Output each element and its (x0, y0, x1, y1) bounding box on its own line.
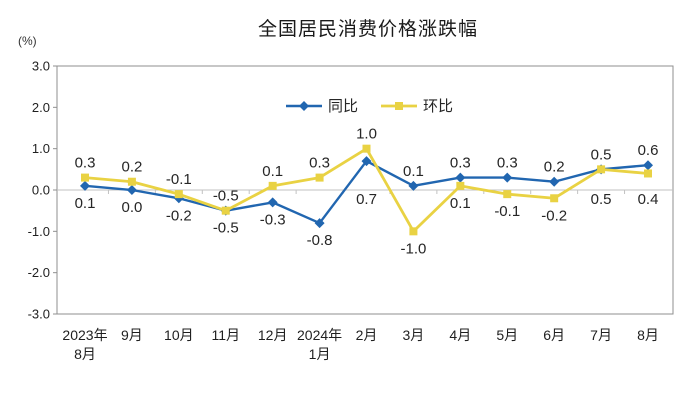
data-point-marker (597, 165, 606, 174)
data-label: 0.5 (591, 191, 612, 208)
data-label: -0.2 (541, 207, 567, 224)
data-label: 0.1 (403, 163, 424, 180)
x-axis-label: 11月 (211, 327, 240, 343)
y-axis-tick-label: -3.0 (28, 307, 50, 322)
data-point-marker (455, 172, 466, 183)
x-axis-label: 12月 (258, 327, 288, 343)
data-label: -0.2 (166, 207, 192, 224)
data-label: 0.0 (121, 199, 142, 216)
data-label: 0.1 (75, 195, 96, 212)
data-label: -0.8 (307, 232, 333, 249)
data-point-marker (81, 173, 89, 182)
x-axis-label: 8月 (74, 346, 96, 362)
data-point-marker (409, 227, 418, 236)
chart-title: 全国居民消费价格涨跌幅 (257, 19, 478, 40)
data-point-marker (221, 206, 230, 215)
data-point-marker (503, 190, 512, 199)
data-label: 0.1 (450, 195, 471, 212)
data-label: 0.4 (638, 191, 659, 208)
data-label: -0.1 (494, 203, 520, 220)
legend-item-huanbi: 环比 (380, 95, 453, 116)
data-label: -0.3 (260, 211, 286, 228)
data-label: -0.5 (213, 188, 239, 205)
y-axis-tick-label: 1.0 (32, 141, 50, 156)
y-axis-tick-label: -1.0 (28, 224, 50, 239)
data-point-marker (408, 180, 419, 191)
y-axis-tick-label: 3.0 (32, 59, 50, 74)
data-point-marker (314, 218, 325, 229)
legend-marker-huanbi-icon (381, 101, 418, 110)
data-point-marker (267, 197, 278, 208)
x-axis-label: 5月 (496, 327, 518, 343)
x-axis-label: 9月 (121, 327, 143, 343)
data-label: 0.5 (591, 146, 612, 163)
x-axis-label: 8月 (637, 327, 659, 343)
data-label: 0.3 (450, 155, 471, 172)
data-point-marker (643, 160, 653, 171)
data-label: 0.3 (309, 155, 330, 172)
data-label: 0.7 (356, 191, 377, 208)
x-axis-label: 2月 (356, 327, 378, 343)
x-axis-label: 6月 (543, 327, 565, 343)
x-axis-label: 3月 (403, 327, 425, 343)
data-point-marker (502, 172, 513, 183)
y-axis-tick-label: 2.0 (32, 100, 50, 115)
data-label: 1.0 (356, 126, 377, 143)
y-axis-tick-label: 0.0 (32, 183, 50, 198)
legend-label-tongbi: 同比 (328, 98, 359, 115)
data-point-marker (550, 194, 559, 203)
data-point-marker (315, 173, 324, 182)
data-label: 0.2 (121, 159, 142, 176)
data-label: 0.3 (497, 155, 518, 172)
data-label: 0.2 (544, 159, 565, 176)
legend-item-tongbi: 同比 (285, 95, 358, 116)
y-axis-unit-label: (%) (18, 34, 37, 48)
data-point-marker (80, 180, 90, 191)
legend-marker-tongbi-icon (286, 100, 322, 111)
legend: 同比 环比 (285, 95, 453, 116)
data-point-marker (268, 181, 277, 190)
y-axis-tick-label: -2.0 (28, 265, 50, 280)
data-label: -1.0 (400, 240, 426, 257)
data-point-marker (174, 190, 183, 199)
data-point-marker (644, 169, 652, 178)
data-label: -0.5 (213, 220, 239, 237)
data-point-marker (362, 144, 371, 153)
x-axis-label: 1月 (309, 346, 331, 362)
x-axis-label: 2024年 (297, 327, 342, 343)
data-point-marker (126, 185, 137, 195)
x-axis-label: 7月 (590, 327, 612, 343)
data-point-marker (549, 176, 560, 187)
data-label: 0.6 (638, 142, 659, 159)
data-label: -0.1 (166, 171, 192, 188)
x-axis-label: 2023年 (62, 327, 107, 343)
data-point-marker (127, 177, 136, 186)
data-point-marker (456, 181, 465, 190)
x-axis-label: 4月 (449, 327, 471, 343)
data-label: 0.3 (75, 155, 96, 172)
data-label: 0.1 (262, 163, 283, 180)
legend-label-huanbi: 环比 (423, 98, 454, 115)
x-axis-label: 10月 (164, 327, 194, 343)
data-point-marker (361, 156, 372, 167)
